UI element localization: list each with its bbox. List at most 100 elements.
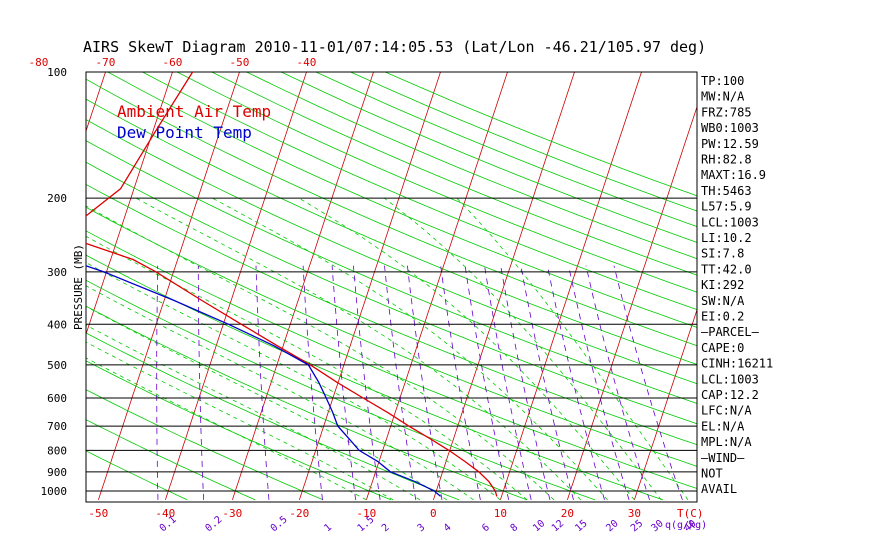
pressure-tick-label: 400 [47, 318, 67, 331]
isotherm-line [366, 72, 508, 501]
top-tick-label: -70 [96, 56, 116, 69]
mixing-ratio-line [500, 265, 551, 500]
bottom-temp-tick-label: -10 [356, 507, 376, 520]
stats-line: KI:292 [701, 278, 744, 292]
stats-line: EL:N/A [701, 419, 745, 433]
moist-adiabat-line [86, 357, 367, 501]
moist-adiabat-line [86, 262, 501, 501]
pressure-tick-label: 1000 [41, 485, 68, 498]
dry-adiabat-line [86, 419, 256, 501]
stats-line: CINH:16211 [701, 357, 773, 371]
plot-frame [85, 71, 698, 503]
mixing-ratio-tick-label: 0.5 [269, 514, 290, 534]
dry-adiabat-line [86, 279, 596, 501]
top-tick-label: -40 [297, 56, 317, 69]
bottom-temp-tick-label: 20 [561, 507, 574, 520]
mixing-ratio-line [464, 265, 510, 500]
y-axis-label: PRESSURE (MB) [72, 244, 85, 330]
legend: Ambient Air Temp Dew Point Temp [117, 102, 271, 142]
mixing-ratio-line [197, 265, 204, 500]
stats-line: LCL:1003 [701, 215, 759, 229]
background-lines-clipped [0, 72, 870, 501]
isotherm-line [500, 72, 642, 501]
dry-adiabat-line [86, 389, 324, 501]
mixing-ratio-tick-label: 8 [509, 522, 521, 534]
axes: -120-110-100-90-80-70-60-50-401002003004… [29, 56, 708, 534]
ambient-temp-line [86, 72, 498, 497]
dry-adiabat-line [86, 98, 697, 365]
isotherm-line [299, 72, 441, 501]
mixing-ratio-tick-label: 15 [573, 518, 589, 534]
series-clipped [86, 72, 498, 497]
stats-line: AVAIL [701, 482, 737, 496]
pressure-tick-label: 700 [47, 420, 67, 433]
stats-line: TT:42.0 [701, 262, 752, 276]
dry-adiabat-line [86, 119, 697, 385]
dry-adiabat-line [385, 72, 697, 197]
isotherm-line [567, 105, 697, 501]
dry-adiabat-line [86, 254, 664, 501]
moist-adiabat-line [86, 205, 555, 501]
stats-line: SI:7.8 [701, 247, 744, 261]
mixing-ratio-line [156, 265, 159, 500]
pressure-tick-label: 800 [47, 444, 67, 457]
stats-line: TP:100 [701, 74, 744, 88]
stats-line: MPL:N/A [701, 435, 752, 449]
mixing-ratio-line [407, 265, 443, 500]
stats-line: CAPE:0 [701, 341, 744, 355]
stats-line: PW:12.59 [701, 137, 759, 151]
top-tick-label: -60 [163, 56, 183, 69]
top-tick-label: -80 [29, 56, 49, 69]
legend-dewpoint: Dew Point Temp [117, 123, 252, 142]
legend-ambient-temp: Ambient Air Temp [117, 102, 271, 121]
stats-line: LFC:N/A [701, 404, 752, 418]
isotherm-line [98, 72, 240, 501]
stats-line: RH:82.8 [701, 153, 752, 167]
dry-adiabat-line [86, 332, 460, 501]
pressure-tick-label: 100 [47, 66, 67, 79]
moist-adiabat-line [86, 285, 474, 501]
dry-adiabat-line [142, 72, 697, 311]
moist-adiabat-line [212, 197, 608, 501]
stats-line: SW:N/A [701, 294, 745, 308]
bottom-temp-tick-label: 0 [430, 507, 437, 520]
isotherm-line [835, 72, 870, 500]
moist-adiabat-line [86, 235, 528, 501]
bottom-temp-tick-label: 10 [494, 507, 507, 520]
dry-adiabat-line [315, 72, 697, 227]
isotherm-line [232, 72, 374, 501]
mixing-ratio-tick-label: 0.2 [203, 514, 224, 534]
dry-adiabat-line [176, 72, 697, 293]
mixing-ratio-line [353, 265, 381, 500]
isotherm-line [433, 72, 575, 501]
top-tick-label: -50 [230, 56, 250, 69]
moist-adiabat-line [383, 197, 662, 501]
mixing-ratio-line [568, 265, 630, 501]
stats-line: FRZ:785 [701, 105, 752, 119]
stats-line: LI:10.2 [701, 231, 752, 245]
mixing-ratio-tick-label: 2 [380, 522, 392, 534]
dry-adiabat-line [86, 184, 697, 446]
plot-border [85, 71, 698, 503]
dry-adiabat-line [86, 360, 392, 501]
mixing-ratio-tick-label: 6 [480, 522, 492, 534]
background-lines [0, 72, 870, 501]
moist-adiabat-line [86, 305, 448, 501]
stats-line: EI:0.2 [701, 310, 744, 324]
dry-adiabat-line [107, 72, 697, 328]
mixing-ratio-line [585, 265, 650, 501]
stats-line: —PARCEL— [701, 325, 760, 339]
chart-title: AIRS SkewT Diagram 2010-11-01/07:14:05.5… [83, 38, 706, 56]
dewpoint-line [86, 265, 442, 497]
sounding-series [86, 72, 498, 497]
isotherm-line [86, 72, 173, 336]
mixing-ratio-tick-label: 10 [531, 518, 547, 534]
stats-line: CAP:12.2 [701, 388, 759, 402]
mixing-ratio-line [440, 265, 481, 500]
isotherm-line [0, 72, 39, 500]
moist-adiabat-line [456, 197, 689, 501]
bottom-temp-tick-label: -20 [289, 507, 309, 520]
